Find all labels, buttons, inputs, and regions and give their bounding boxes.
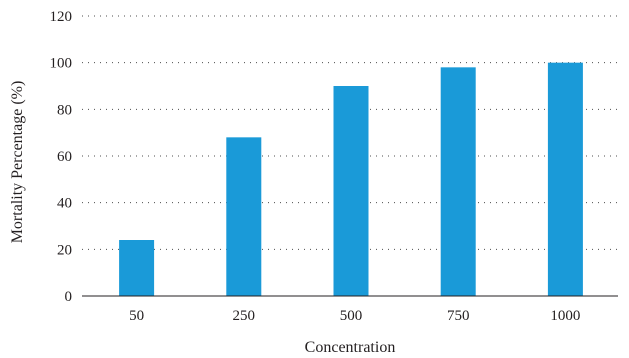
x-axis-title: Concentration	[305, 339, 396, 356]
y-tick-labels: 0 20 40 60 80 100 120	[50, 9, 73, 305]
y-tick-label: 120	[50, 9, 73, 25]
bar-500	[333, 86, 369, 296]
x-tick-label: 750	[447, 308, 470, 324]
bars	[119, 62, 583, 296]
x-tick-label: 1000	[550, 308, 580, 324]
y-tick-label: 20	[57, 242, 72, 258]
bar-50	[119, 240, 155, 296]
y-tick-label: 40	[57, 196, 72, 212]
x-tick-label: 500	[340, 308, 363, 324]
x-tick-label: 50	[129, 308, 144, 324]
bar-750	[440, 67, 476, 296]
y-tick-label: 60	[57, 149, 72, 165]
y-tick-label: 100	[50, 56, 73, 72]
x-tick-label: 250	[233, 308, 256, 324]
bar-250	[226, 137, 262, 296]
y-tick-label: 0	[65, 289, 73, 305]
y-tick-label: 80	[57, 102, 72, 118]
y-axis-title: Mortality Percentage (%)	[9, 81, 26, 244]
bar-1000	[547, 62, 583, 296]
x-tick-labels: 50 250 500 750 1000	[129, 308, 580, 324]
